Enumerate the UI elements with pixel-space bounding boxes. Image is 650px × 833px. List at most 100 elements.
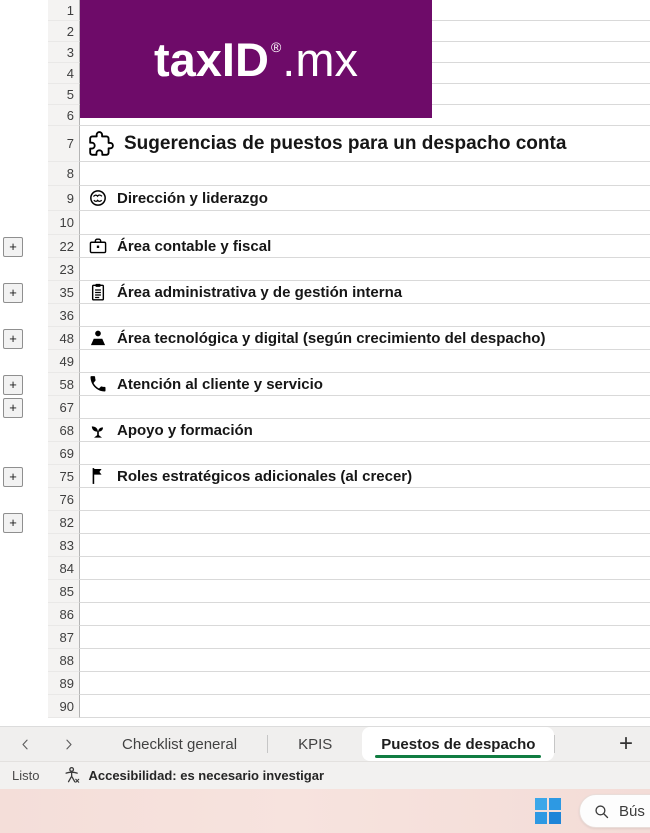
sheet-row-10: 10 xyxy=(0,211,650,235)
row-cells-84[interactable] xyxy=(80,557,650,580)
row-cells-8[interactable] xyxy=(80,162,650,186)
accessibility-status[interactable]: Accesibilidad: es necesario investigar xyxy=(88,768,325,783)
sheet-row-58: +58 Atención al cliente y servicio xyxy=(0,373,650,396)
sheet-row-82: +82 xyxy=(0,511,650,534)
row-cells-58[interactable]: Atención al cliente y servicio xyxy=(80,373,650,396)
row-header-88[interactable]: 88 xyxy=(48,649,80,672)
row-header-83[interactable]: 83 xyxy=(48,534,80,557)
row-header-67[interactable]: 67 xyxy=(48,396,80,419)
row-header-4[interactable]: 4 xyxy=(48,63,80,84)
row-cells-48[interactable]: Área tecnológica y digital (según crecim… xyxy=(80,327,650,350)
outline-gutter xyxy=(0,350,48,373)
taxid-logo-text: taxID ® .mx xyxy=(154,32,358,87)
row-header-48[interactable]: 48 xyxy=(48,327,80,350)
tab-checklist-general[interactable]: Checklist general xyxy=(122,735,238,753)
row-cells-87[interactable] xyxy=(80,626,650,649)
row-header-22[interactable]: 22 xyxy=(48,235,80,258)
outline-gutter xyxy=(0,304,48,327)
cell-text: Área contable y fiscal xyxy=(117,237,272,255)
sheet-row-83: 83 xyxy=(0,534,650,557)
outline-gutter xyxy=(0,211,48,235)
outline-gutter xyxy=(0,603,48,626)
row-header-58[interactable]: 58 xyxy=(48,373,80,396)
windows-start-button[interactable] xyxy=(535,798,561,824)
row-cells-76[interactable] xyxy=(80,488,650,511)
row-header-84[interactable]: 84 xyxy=(48,557,80,580)
row-header-75[interactable]: 75 xyxy=(48,465,80,488)
sheet-row-35: +35 Área administrativa y de gestión inte… xyxy=(0,281,650,304)
row-header-5[interactable]: 5 xyxy=(48,84,80,105)
taxid-logo-image: taxID ® .mx xyxy=(80,0,432,118)
row-header-86[interactable]: 86 xyxy=(48,603,80,626)
cell-text: Sugerencias de puestos para un despacho … xyxy=(124,132,567,154)
row-cells-10[interactable] xyxy=(80,211,650,235)
row-cells-36[interactable] xyxy=(80,304,650,327)
row-cells-35[interactable]: Área administrativa y de gestión interna xyxy=(80,281,650,304)
row-cells-49[interactable] xyxy=(80,350,650,373)
outline-gutter xyxy=(0,258,48,281)
outline-gutter xyxy=(0,21,48,42)
row-header-82[interactable]: 82 xyxy=(48,511,80,534)
tab-kpis[interactable]: KPIS xyxy=(298,735,333,753)
add-sheet-button[interactable]: + xyxy=(602,727,650,761)
outline-expand-button-row-67[interactable]: + xyxy=(3,397,23,418)
row-cells-22[interactable]: Área contable y fiscal xyxy=(80,235,650,258)
tab-nav xyxy=(0,727,92,761)
logo-brand: taxID xyxy=(154,32,269,86)
row-cells-89[interactable] xyxy=(80,672,650,695)
row-cells-83[interactable] xyxy=(80,534,650,557)
puzzle-icon xyxy=(88,131,114,157)
outline-expand-button-row-82[interactable]: + xyxy=(3,512,23,533)
row-cells-67[interactable] xyxy=(80,396,650,419)
prev-sheet-button[interactable] xyxy=(18,737,33,752)
outline-expand-button-row-48[interactable]: + xyxy=(3,328,23,349)
row-header-35[interactable]: 35 xyxy=(48,281,80,304)
row-header-8[interactable]: 8 xyxy=(48,162,80,186)
clipboard-icon xyxy=(88,282,108,302)
row-header-7[interactable]: 7 xyxy=(48,126,80,162)
row-cells-68[interactable]: Apoyo y formación xyxy=(80,419,650,442)
outline-expand-button-row-22[interactable]: + xyxy=(3,236,23,257)
outline-gutter xyxy=(0,672,48,695)
next-sheet-button[interactable] xyxy=(61,737,76,752)
sheet-row-69: 69 xyxy=(0,442,650,465)
row-cells-75[interactable]: Roles estratégicos adicionales (al crece… xyxy=(80,465,650,488)
row-header-87[interactable]: 87 xyxy=(48,626,80,649)
row-cells-82[interactable] xyxy=(80,511,650,534)
sheet-row-68: 68 Apoyo y formación xyxy=(0,419,650,442)
cell-text: Roles estratégicos adicionales (al crece… xyxy=(117,467,413,485)
row-cells-9[interactable]: Dirección y liderazgo xyxy=(80,186,650,211)
row-header-89[interactable]: 89 xyxy=(48,672,80,695)
row-header-9[interactable]: 9 xyxy=(48,186,80,211)
row-header-10[interactable]: 10 xyxy=(48,211,80,235)
search-text: Bús xyxy=(619,802,645,820)
row-header-49[interactable]: 49 xyxy=(48,350,80,373)
taskbar-search[interactable]: Bús xyxy=(579,794,650,828)
row-cells-7[interactable]: Sugerencias de puestos para un despacho … xyxy=(80,126,650,162)
outline-expand-button-row-75[interactable]: + xyxy=(3,466,23,487)
row-header-90[interactable]: 90 xyxy=(48,695,80,718)
tab-puestos-de-despacho[interactable]: Puestos de despacho xyxy=(362,727,555,761)
row-header-68[interactable]: 68 xyxy=(48,419,80,442)
row-header-23[interactable]: 23 xyxy=(48,258,80,281)
row-cells-23[interactable] xyxy=(80,258,650,281)
outline-expand-button-row-58[interactable]: + xyxy=(3,374,23,395)
row-header-69[interactable]: 69 xyxy=(48,442,80,465)
outline-expand-button-row-35[interactable]: + xyxy=(3,282,23,303)
row-cells-90[interactable] xyxy=(80,695,650,718)
row-header-85[interactable]: 85 xyxy=(48,580,80,603)
cell-text: Área tecnológica y digital (según crecim… xyxy=(117,329,546,347)
briefcase-icon xyxy=(88,236,108,256)
row-header-6[interactable]: 6 xyxy=(48,105,80,126)
row-cells-69[interactable] xyxy=(80,442,650,465)
row-header-76[interactable]: 76 xyxy=(48,488,80,511)
outline-gutter xyxy=(0,557,48,580)
row-header-36[interactable]: 36 xyxy=(48,304,80,327)
row-header-2[interactable]: 2 xyxy=(48,21,80,42)
row-header-1[interactable]: 1 xyxy=(48,0,80,21)
row-header-3[interactable]: 3 xyxy=(48,42,80,63)
row-cells-88[interactable] xyxy=(80,649,650,672)
row-cells-85[interactable] xyxy=(80,580,650,603)
seedling-icon xyxy=(88,420,108,440)
row-cells-86[interactable] xyxy=(80,603,650,626)
